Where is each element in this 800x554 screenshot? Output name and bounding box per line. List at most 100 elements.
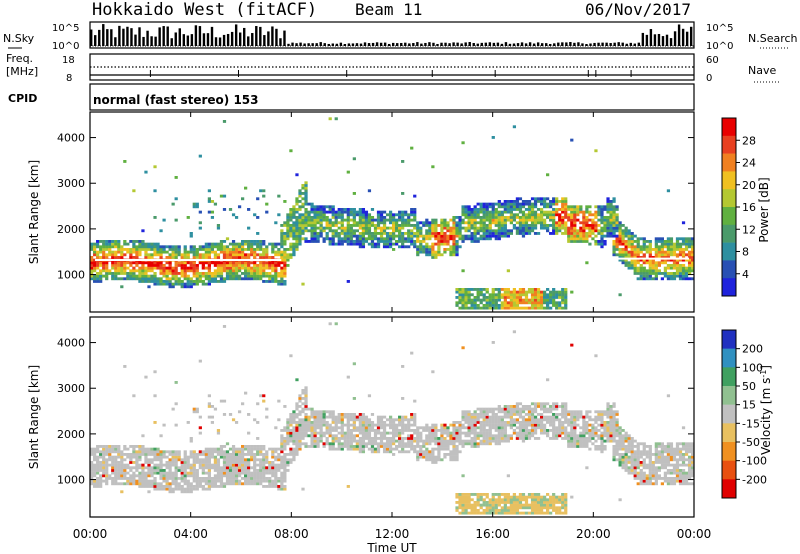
power-cell <box>295 197 299 201</box>
power-cell <box>216 269 221 273</box>
velocity-cell <box>364 418 369 422</box>
power-cell <box>458 232 462 235</box>
power-cell <box>639 264 643 267</box>
velocity-cell <box>419 439 423 443</box>
velocity-cell <box>476 426 480 430</box>
velocity-cell <box>150 450 154 454</box>
power-cell <box>292 245 296 249</box>
velocity-cell <box>289 431 293 435</box>
velocity-cell <box>90 479 94 483</box>
velocity-cell <box>467 421 471 424</box>
power-cell <box>455 216 459 219</box>
velocity-cell <box>108 455 112 459</box>
power-cell <box>361 208 366 211</box>
velocity-cell <box>401 423 405 427</box>
power-cell <box>675 269 680 273</box>
velocity-cell <box>234 469 239 472</box>
velocity-cell <box>455 439 459 443</box>
velocity-cell <box>123 458 127 462</box>
power-cell <box>117 277 121 281</box>
velocity-cell <box>491 509 495 512</box>
power-cell <box>207 274 211 278</box>
velocity-cell <box>222 471 227 475</box>
power-cell <box>633 272 637 275</box>
velocity-cell <box>102 463 106 467</box>
power-cell <box>192 280 196 283</box>
power-cell <box>431 218 435 222</box>
power-cell <box>570 138 574 142</box>
velocity-cell <box>379 415 384 419</box>
power-cell <box>618 258 622 262</box>
velocity-cell <box>398 445 402 448</box>
velocity-cell <box>99 453 103 456</box>
velocity-cell <box>506 501 510 504</box>
power-cell <box>624 240 628 243</box>
power-cell <box>524 216 529 219</box>
power-cell <box>464 237 468 241</box>
power-cell <box>189 250 193 254</box>
power-cell <box>150 245 154 249</box>
velocity-cell <box>237 455 242 459</box>
velocity-cell <box>180 474 184 478</box>
power-cell <box>558 293 562 297</box>
velocity-cell <box>210 455 215 459</box>
power-cell <box>546 229 550 233</box>
velocity-cell <box>473 511 477 515</box>
velocity-cell <box>364 426 369 430</box>
power-cell <box>518 301 523 305</box>
velocity-cell <box>491 439 495 443</box>
power-cell <box>491 208 495 211</box>
velocity-cell <box>464 410 468 414</box>
power-cell <box>509 208 513 211</box>
power-cell <box>210 277 215 281</box>
power-cell <box>627 245 631 249</box>
power-cell <box>129 250 133 254</box>
power-cell <box>482 202 486 206</box>
velocity-cell <box>479 434 483 438</box>
power-cell <box>225 245 230 249</box>
power-cell <box>606 226 610 230</box>
power-cell <box>530 226 535 230</box>
velocity-cell <box>228 482 233 486</box>
power-cell <box>561 200 565 203</box>
power-cell <box>533 205 538 209</box>
power-cell <box>497 293 501 297</box>
velocity-cell <box>367 447 372 451</box>
power-cell <box>183 253 187 257</box>
velocity-cell <box>256 482 260 486</box>
velocity-cell <box>343 439 347 443</box>
velocity-cell <box>241 450 245 454</box>
power-cell <box>473 229 477 233</box>
power-cell <box>609 234 613 238</box>
velocity-cell <box>485 503 489 507</box>
power-cell <box>558 216 562 219</box>
velocity-cell <box>425 437 429 440</box>
velocity-cell <box>473 509 477 512</box>
power-cell <box>283 248 287 251</box>
power-cell <box>549 200 553 203</box>
power-cell <box>192 274 196 278</box>
power-cell <box>150 264 154 267</box>
power-cell <box>648 248 652 251</box>
power-cell <box>307 218 311 222</box>
velocity-cell <box>443 429 447 432</box>
power-cell <box>657 240 661 243</box>
velocity-cell <box>144 474 148 478</box>
power-cell <box>322 218 326 222</box>
velocity-cell <box>219 482 224 486</box>
velocity-cell <box>497 421 501 424</box>
velocity-cell <box>108 477 112 480</box>
power-cell <box>404 224 408 227</box>
power-cell <box>250 266 254 270</box>
power-cell <box>690 253 695 257</box>
power-cell <box>253 261 257 265</box>
power-cell <box>503 202 507 206</box>
power-cell <box>678 269 683 273</box>
velocity-cell <box>244 447 248 451</box>
power-cell <box>648 253 652 257</box>
power-cell <box>615 240 619 243</box>
power-cell <box>552 213 556 217</box>
power-cell <box>666 258 671 262</box>
power-cell <box>253 213 257 217</box>
power-cell <box>633 248 637 251</box>
